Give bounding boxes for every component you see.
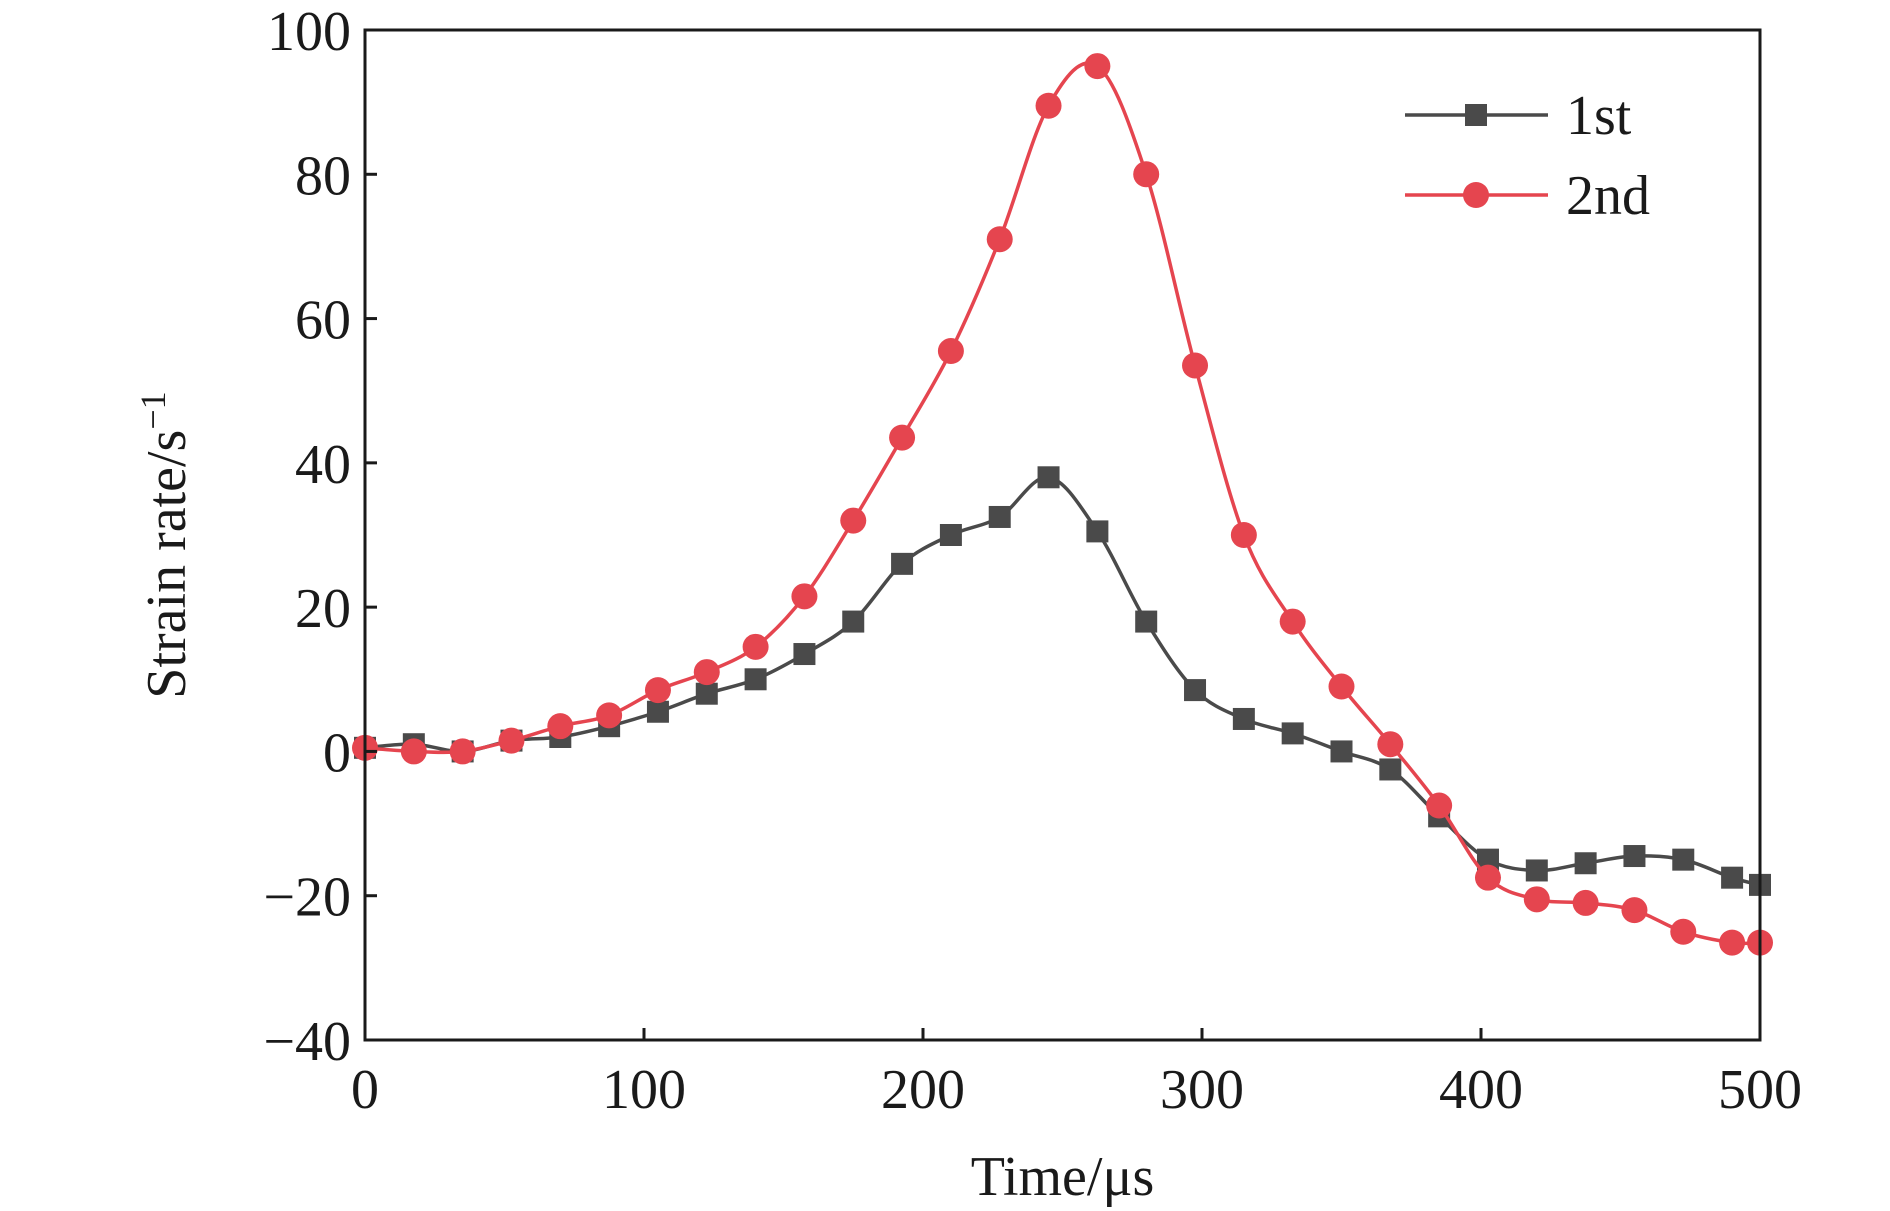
series-1st-point	[1037, 466, 1060, 489]
series-1st-point	[891, 552, 914, 575]
series-1st-point	[1330, 740, 1353, 763]
series-1st-point	[939, 524, 962, 546]
x-tick-label: 500	[1718, 1059, 1802, 1121]
series-2nd-point	[937, 338, 964, 365]
series-1st-point	[744, 668, 767, 691]
series-2nd-point	[644, 677, 671, 704]
series-2nd-point	[1279, 608, 1306, 635]
series-1st-point	[1086, 520, 1109, 543]
legend-marker-1st	[1465, 104, 1487, 126]
series-1st-line	[364, 475, 1761, 887]
series-2nd-point	[449, 738, 476, 765]
legend-label-1st: 1st	[1566, 85, 1632, 147]
series-2nd-point	[791, 583, 818, 610]
series-2nd-group	[352, 53, 1773, 956]
series-2nd-point	[986, 226, 1013, 253]
x-tick-label: 300	[1160, 1059, 1244, 1121]
series-1st-point	[1232, 707, 1255, 730]
series-2nd-point	[1719, 929, 1746, 956]
series-2nd-point	[889, 424, 916, 451]
y-axis: −40 −20 0 20 40 60 80 100	[263, 1, 377, 1073]
series-2nd-point	[693, 659, 720, 686]
series-2nd-point	[1670, 918, 1697, 945]
y-tick-label: 60	[295, 290, 351, 352]
series-2nd-point	[1621, 897, 1648, 924]
series-2nd-point	[1230, 522, 1257, 548]
y-tick-label: 80	[295, 145, 351, 207]
series-1st-point	[646, 700, 669, 723]
series-2nd-point	[1377, 731, 1404, 758]
series-1st-point	[1379, 758, 1402, 781]
series-2nd-line	[364, 61, 1761, 946]
y-axis-title: Strain rate/s−1	[133, 391, 198, 698]
series-1st-point	[1574, 852, 1597, 875]
series-2nd-point	[840, 507, 867, 534]
series-1st-point	[988, 505, 1011, 528]
y-tick-label: 0	[323, 722, 351, 784]
series-1st-point	[1184, 679, 1207, 702]
series-2nd-point	[1328, 673, 1355, 700]
series-2nd-point	[596, 702, 623, 729]
legend-label-2nd: 2nd	[1566, 165, 1650, 227]
y-tick-label: −20	[263, 867, 351, 929]
series-1st-point	[842, 610, 865, 633]
x-tick-label: 400	[1439, 1059, 1523, 1121]
series-1st-point	[793, 643, 816, 666]
x-tick-label: 100	[602, 1059, 686, 1121]
plot-area-frame	[363, 28, 1762, 1042]
y-tick-label: 100	[267, 1, 351, 63]
series-1st-group	[354, 466, 1771, 896]
x-axis-title: Time/μs	[971, 1146, 1155, 1208]
series-2nd-point	[547, 713, 574, 740]
series-2nd-point	[1182, 352, 1209, 379]
series-1st-point	[1281, 722, 1304, 745]
series-2nd-point	[1523, 886, 1550, 913]
legend-marker-2nd	[1463, 182, 1489, 208]
series-2nd-point	[1084, 53, 1111, 80]
x-tick-label: 200	[881, 1059, 965, 1121]
series-1st-point	[695, 682, 718, 705]
y-axis-title-superscript: −1	[133, 391, 173, 429]
series-1st-point	[1476, 848, 1499, 871]
x-axis: 0 100 200 300 400 500	[351, 1028, 1802, 1121]
series-1st-point	[1623, 845, 1646, 868]
series-2nd-point	[1572, 889, 1599, 916]
series-2nd-point	[1035, 92, 1062, 119]
series-1st-point	[1672, 848, 1695, 871]
series-2nd-point	[742, 633, 769, 660]
series-2nd-point	[1133, 161, 1160, 188]
series-1st-point	[1721, 866, 1744, 889]
y-axis-title-main: Strain rate/s	[136, 430, 198, 699]
y-tick-label: −40	[263, 1011, 351, 1073]
series-2nd-point	[1426, 792, 1453, 819]
series-1st-point	[1135, 610, 1158, 633]
series-2nd-point	[498, 727, 525, 754]
x-tick-label: 0	[351, 1059, 379, 1121]
y-tick-label: 20	[295, 578, 351, 640]
series-2nd-point	[400, 738, 427, 765]
series-1st-point	[1525, 859, 1548, 882]
y-tick-label: 40	[295, 434, 351, 496]
series-2nd-point	[1474, 864, 1501, 891]
